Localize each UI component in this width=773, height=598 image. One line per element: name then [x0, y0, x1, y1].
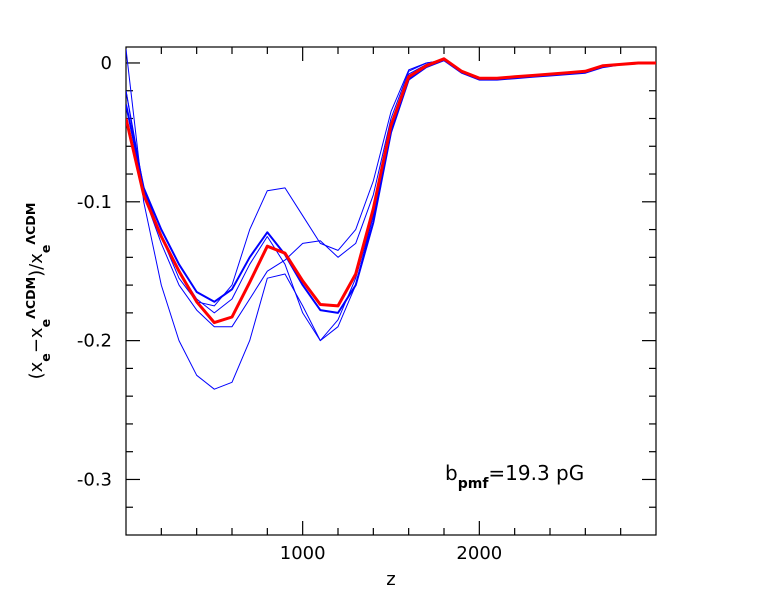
data-line: [126, 59, 656, 307]
y-tick-label: -0.2: [77, 331, 112, 352]
data-line: [126, 59, 656, 328]
x-tick-label: 1000: [280, 543, 326, 564]
plot-frame: [125, 46, 657, 536]
label-part: e: [38, 319, 53, 328]
label-part: ΛCDM: [23, 203, 38, 245]
label-part: =19.3 pG: [488, 461, 584, 485]
data-line: [126, 59, 656, 342]
label-part: (x: [26, 361, 47, 379]
data-line: [126, 57, 656, 325]
annotation: bpmf=19.3 pG: [445, 461, 584, 492]
label-part: −x: [26, 327, 47, 353]
data-line: [126, 59, 656, 314]
label-part: pmf: [458, 476, 490, 492]
label-part: b: [445, 461, 458, 485]
y-tick-label: -0.3: [77, 469, 112, 490]
y-tick-label: -0.1: [77, 192, 112, 213]
y-axis-label: (xe−xeΛCDM)/xeΛCDM: [23, 203, 53, 380]
label-part: ΛCDM: [23, 277, 38, 319]
label-part: e: [38, 353, 53, 362]
x-axis-label: z: [386, 569, 395, 590]
x-tick-label: 2000: [456, 543, 502, 564]
label-part: e: [38, 245, 53, 254]
y-tick-label: 0: [101, 53, 112, 74]
label-part: )/x: [26, 253, 47, 277]
data-line: [126, 49, 656, 390]
